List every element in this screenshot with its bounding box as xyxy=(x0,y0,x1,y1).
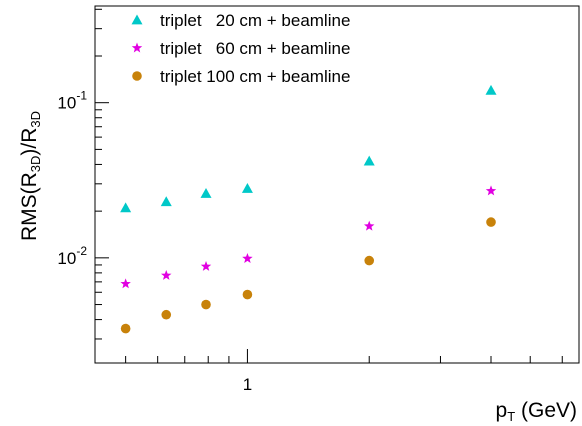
data-point-circle xyxy=(364,255,375,266)
y-axis-tick-labels: 10-2 10-1 xyxy=(57,89,87,268)
y-axis-ticks xyxy=(95,8,109,340)
data-point-triangle xyxy=(485,84,497,95)
data-point-star xyxy=(200,260,212,271)
data-point-star xyxy=(161,269,172,280)
data-point-triangle xyxy=(200,187,212,198)
data-point-circle xyxy=(120,323,131,334)
legend-label: triplet 60 cm + beamline xyxy=(160,39,350,58)
data-point-circle xyxy=(242,289,253,300)
x-axis-title: pT (GeV) xyxy=(496,399,577,424)
y-axis-title-b: )/R xyxy=(18,128,41,156)
legend-label: triplet 20 cm + beamline xyxy=(160,11,350,30)
data-point-star xyxy=(120,278,131,289)
legend-label: triplet 100 cm + beamline xyxy=(160,67,350,86)
y-tick-label: 10-2 xyxy=(57,244,87,268)
x-axis-title-main: p xyxy=(496,399,508,422)
data-point-star xyxy=(242,253,253,263)
x-axis-title-sub: T xyxy=(507,409,515,424)
data-point-circle xyxy=(486,217,496,227)
data-point-circle xyxy=(161,309,172,320)
legend-marker-circle xyxy=(132,71,142,81)
plot-frame xyxy=(94,5,580,364)
y-axis-title: RMS(R3D)/R3D xyxy=(18,111,43,241)
data-point-triangle xyxy=(363,155,375,166)
data-point-triangle xyxy=(160,196,172,207)
data-point-circle xyxy=(201,299,211,310)
data-point-star xyxy=(363,220,375,231)
data-point-triangle xyxy=(120,202,132,213)
x-axis-tick-labels: 1 xyxy=(243,375,252,394)
y-tick-label: 10-1 xyxy=(57,89,87,113)
data-points xyxy=(120,84,497,334)
legend-marker-triangle xyxy=(131,14,143,25)
data-point-star xyxy=(485,185,497,196)
y-axis-title-sub2: 3D xyxy=(28,111,43,128)
data-point-triangle xyxy=(241,182,253,193)
y-axis-title-sub1: 3D xyxy=(28,156,43,173)
x-axis-title-rest: (GeV) xyxy=(515,399,577,422)
x-axis-ticks xyxy=(125,349,563,363)
legend: triplet 20 cm + beamline triplet 60 cm + … xyxy=(131,11,350,86)
legend-marker-star xyxy=(131,42,143,53)
x-tick-label: 1 xyxy=(243,375,252,394)
y-axis-title-a: RMS(R xyxy=(18,172,41,241)
